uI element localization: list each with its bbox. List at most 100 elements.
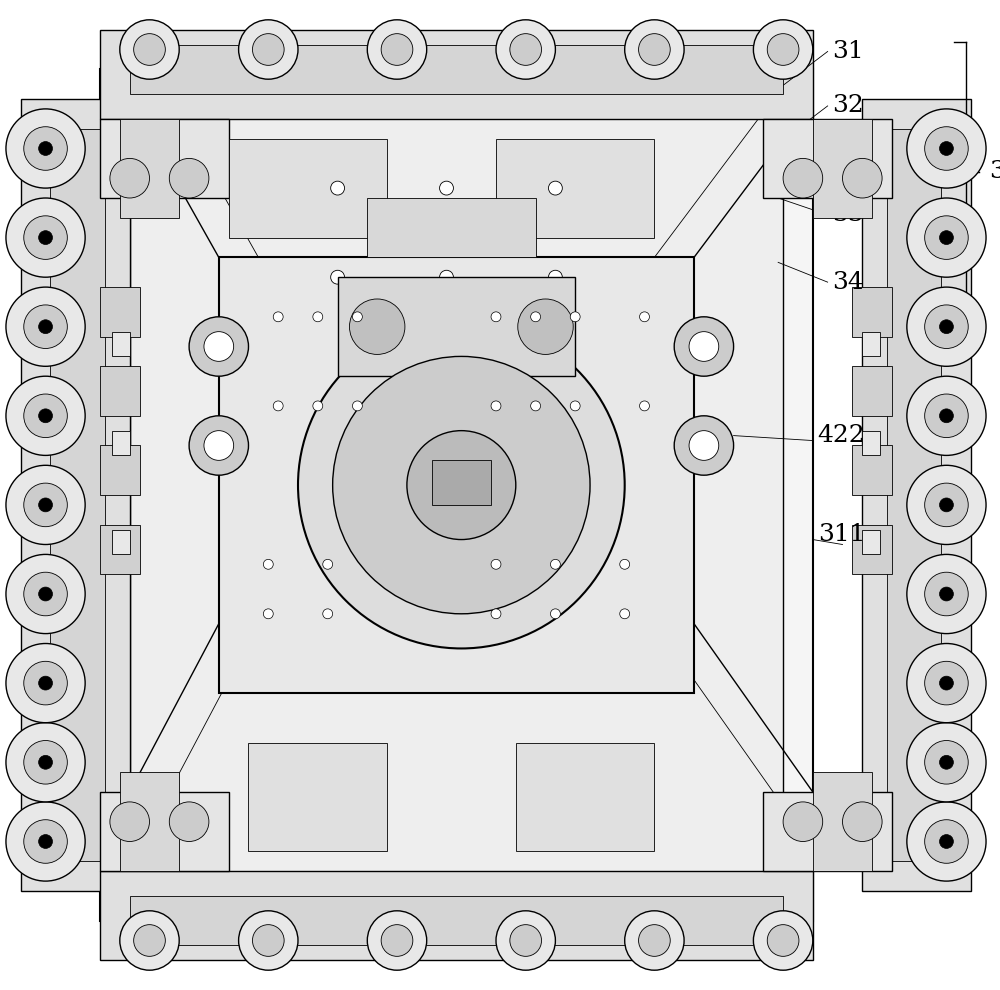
- Circle shape: [550, 609, 560, 619]
- Bar: [229, 139, 387, 238]
- Circle shape: [783, 802, 823, 842]
- Circle shape: [6, 723, 85, 802]
- Bar: [516, 742, 654, 851]
- Circle shape: [252, 34, 284, 65]
- Circle shape: [491, 312, 501, 322]
- Circle shape: [263, 609, 273, 619]
- Circle shape: [907, 644, 986, 723]
- Circle shape: [6, 802, 85, 881]
- Circle shape: [925, 127, 968, 170]
- Circle shape: [925, 305, 968, 348]
- Circle shape: [169, 802, 209, 842]
- Text: 31: 31: [833, 40, 864, 63]
- Circle shape: [783, 158, 823, 198]
- Circle shape: [639, 34, 670, 65]
- Circle shape: [24, 127, 67, 170]
- Circle shape: [496, 20, 555, 79]
- Circle shape: [518, 299, 573, 354]
- Circle shape: [24, 305, 67, 348]
- Circle shape: [531, 312, 541, 322]
- Circle shape: [110, 802, 149, 842]
- Circle shape: [674, 416, 734, 475]
- Bar: [862, 332, 880, 356]
- Circle shape: [24, 572, 67, 616]
- Circle shape: [39, 142, 52, 155]
- Circle shape: [323, 559, 333, 569]
- Circle shape: [753, 20, 813, 79]
- Circle shape: [39, 835, 52, 848]
- Circle shape: [39, 498, 52, 512]
- Circle shape: [189, 416, 248, 475]
- Circle shape: [313, 312, 323, 322]
- Circle shape: [39, 587, 52, 601]
- Circle shape: [620, 609, 630, 619]
- Text: 33: 33: [833, 203, 864, 227]
- Circle shape: [907, 376, 986, 455]
- Circle shape: [440, 181, 453, 195]
- Circle shape: [940, 755, 953, 769]
- Circle shape: [674, 317, 734, 376]
- Circle shape: [110, 158, 149, 198]
- Circle shape: [367, 911, 427, 970]
- Bar: [813, 772, 872, 871]
- Bar: [763, 119, 892, 198]
- Bar: [852, 287, 892, 337]
- Circle shape: [842, 158, 882, 198]
- Bar: [100, 871, 813, 960]
- Circle shape: [6, 198, 85, 277]
- Circle shape: [510, 925, 542, 956]
- Circle shape: [940, 320, 953, 334]
- Circle shape: [298, 322, 625, 648]
- Circle shape: [940, 142, 953, 155]
- Circle shape: [925, 572, 968, 616]
- Circle shape: [381, 925, 413, 956]
- Circle shape: [625, 20, 684, 79]
- Circle shape: [940, 231, 953, 245]
- Circle shape: [907, 554, 986, 634]
- Circle shape: [273, 401, 283, 411]
- Circle shape: [925, 483, 968, 527]
- Circle shape: [767, 34, 799, 65]
- Circle shape: [689, 332, 719, 361]
- Circle shape: [39, 676, 52, 690]
- Circle shape: [907, 723, 986, 802]
- Circle shape: [24, 820, 67, 863]
- Circle shape: [24, 741, 67, 784]
- Bar: [120, 772, 179, 871]
- Circle shape: [907, 109, 986, 188]
- Bar: [130, 99, 783, 891]
- Bar: [50, 129, 105, 861]
- Circle shape: [570, 312, 580, 322]
- Circle shape: [331, 181, 345, 195]
- Circle shape: [620, 559, 630, 569]
- Circle shape: [273, 312, 283, 322]
- Circle shape: [940, 409, 953, 423]
- Bar: [100, 366, 140, 416]
- Bar: [21, 99, 130, 891]
- Circle shape: [24, 394, 67, 438]
- Bar: [100, 446, 140, 495]
- Circle shape: [767, 925, 799, 956]
- Circle shape: [381, 34, 413, 65]
- Circle shape: [510, 34, 542, 65]
- Circle shape: [189, 317, 248, 376]
- Circle shape: [39, 320, 52, 334]
- Circle shape: [333, 356, 590, 614]
- Circle shape: [204, 431, 234, 460]
- Bar: [112, 530, 130, 554]
- Circle shape: [24, 216, 67, 259]
- Circle shape: [239, 20, 298, 79]
- Circle shape: [134, 925, 165, 956]
- Bar: [248, 742, 387, 851]
- Circle shape: [39, 231, 52, 245]
- Circle shape: [39, 755, 52, 769]
- Circle shape: [204, 332, 234, 361]
- Circle shape: [570, 401, 580, 411]
- Circle shape: [407, 431, 516, 540]
- Bar: [887, 129, 941, 861]
- Circle shape: [252, 925, 284, 956]
- Circle shape: [925, 741, 968, 784]
- Circle shape: [39, 409, 52, 423]
- Circle shape: [440, 270, 453, 284]
- Circle shape: [640, 401, 649, 411]
